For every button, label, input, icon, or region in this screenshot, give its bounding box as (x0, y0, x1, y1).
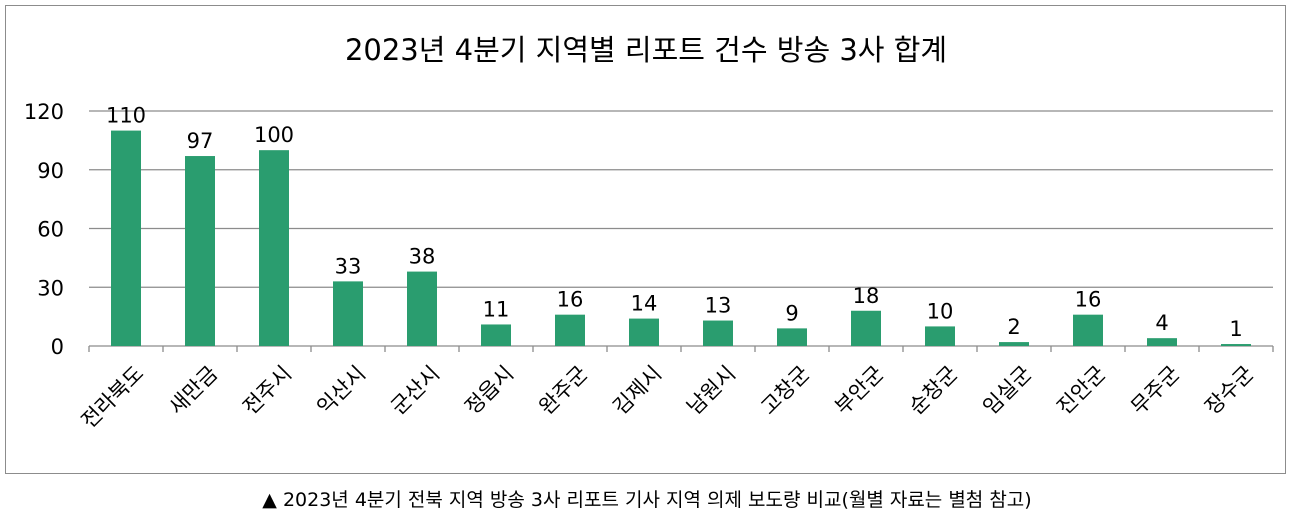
x-tick-label: 남원시 (682, 361, 740, 419)
x-tick-label: 진안군 (1052, 361, 1110, 419)
caption-text: 2023년 4분기 전북 지역 방송 3사 리포트 기사 지역 의제 보도량 비… (282, 489, 1032, 511)
y-tick-label: 90 (37, 159, 64, 183)
x-tick-label: 임실군 (978, 361, 1036, 419)
data-label: 2 (1007, 315, 1020, 339)
y-tick-label: 0 (51, 335, 64, 359)
x-tick-label: 군산시 (386, 361, 444, 419)
y-tick-label: 60 (37, 218, 64, 242)
x-tick-label: 부안군 (830, 361, 888, 419)
data-label: 16 (1075, 288, 1102, 312)
bar (999, 342, 1029, 346)
y-axis-ticks: 0 30 60 90 120 (24, 100, 64, 359)
y-tick-label: 30 (37, 276, 64, 300)
data-label: 110 (106, 104, 146, 128)
x-tick-label: 전라북도 (77, 361, 149, 433)
chart-title: 2023년 4분기 지역별 리포트 건수 방송 3사 합계 (345, 33, 947, 67)
data-label: 16 (557, 288, 584, 312)
x-tick-label: 완주군 (534, 361, 592, 419)
bar (185, 156, 215, 346)
bar (851, 310, 881, 346)
chart-frame (5, 5, 1286, 474)
bar (555, 314, 585, 346)
x-axis-ticks: 전라북도 새만금 전주시 익산시 군산시 정읍시 완주군 김제시 남원시 고창군 부안군 순창군 임실군… (77, 361, 1259, 433)
value-labels: 110 97 100 33 38 11 16 14 13 9 18 10 2 16 4 1 (106, 104, 1243, 341)
data-label: 11 (483, 297, 510, 321)
x-tick-label: 장수군 (1200, 361, 1258, 419)
data-label: 14 (631, 292, 658, 316)
bar (111, 130, 141, 346)
x-tick-label: 김제시 (608, 361, 666, 419)
x-tick-label: 익산시 (312, 361, 370, 419)
data-label: 9 (785, 301, 798, 325)
x-tick-label: 무주군 (1126, 361, 1184, 419)
data-label: 4 (1155, 311, 1168, 335)
bar (1073, 314, 1103, 346)
y-tick-label: 120 (24, 100, 64, 124)
x-tick-label: 새만금 (164, 361, 222, 419)
x-tick-label: 전주시 (238, 361, 296, 419)
bar (1147, 338, 1177, 346)
data-label: 38 (409, 245, 436, 269)
bar-chart: 2023년 4분기 지역별 리포트 건수 방송 3사 합계 0306090120… (24, 33, 1274, 433)
caption: ▲ 2023년 4분기 전북 지역 방송 3사 리포트 기사 지역 의제 보도량… (0, 486, 1294, 514)
bar (407, 271, 437, 346)
x-tick-label: 정읍시 (460, 361, 518, 419)
data-label: 100 (254, 123, 294, 147)
bar (481, 324, 511, 346)
bars (111, 130, 1251, 346)
bar (333, 281, 363, 346)
bar (1221, 344, 1251, 346)
x-tick-label: 고창군 (756, 361, 814, 419)
caption-marker: ▲ (262, 489, 277, 511)
bar (259, 150, 289, 346)
data-label: 13 (705, 294, 732, 318)
x-tick-label: 순창군 (904, 361, 962, 419)
bar (629, 318, 659, 346)
data-label: 1 (1229, 317, 1242, 341)
data-label: 33 (335, 254, 362, 278)
bar (703, 320, 733, 346)
data-label: 97 (187, 129, 214, 153)
data-label: 18 (853, 284, 880, 308)
bar (925, 326, 955, 346)
data-label: 10 (927, 299, 954, 323)
bar (777, 328, 807, 346)
